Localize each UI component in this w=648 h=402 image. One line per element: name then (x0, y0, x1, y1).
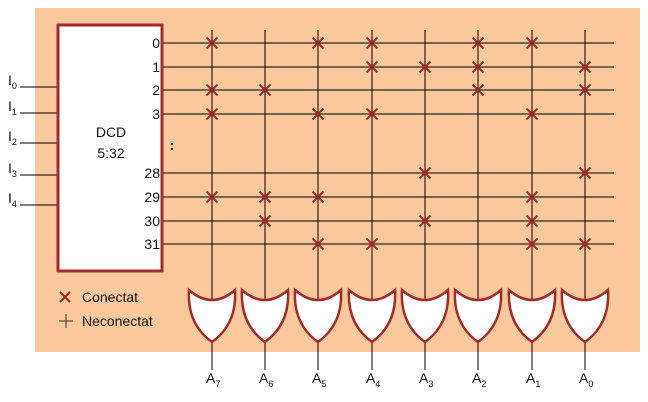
or-gate (293, 287, 343, 344)
connection-cross (418, 214, 432, 228)
connection-cross (311, 190, 325, 204)
or-gates (187, 287, 610, 344)
input-lines (20, 86, 58, 206)
decoder-size: 5:32 (97, 145, 124, 161)
output-labels: A7 A6 A5 A4 A3 A2 A1 A0 (206, 370, 593, 389)
row-label: 29 (144, 189, 160, 205)
or-gate (347, 287, 397, 344)
output-label: A3 (419, 370, 433, 389)
legend-plus-icon (59, 314, 73, 328)
legend-cross-icon (59, 291, 71, 303)
connection-cross (525, 36, 539, 50)
output-label: A4 (366, 370, 380, 389)
connection-cross (418, 60, 432, 74)
connection-cross (258, 214, 272, 228)
connection-cross (205, 83, 219, 97)
row-label: 28 (144, 165, 160, 181)
connection-cross (365, 60, 379, 74)
or-gate (240, 287, 290, 344)
input-label: I1 (8, 98, 17, 117)
output-label: A0 (579, 370, 593, 389)
connection-cross (418, 166, 432, 180)
connection-cross (578, 237, 592, 251)
or-gate (400, 287, 450, 344)
connection-cross (578, 83, 592, 97)
or-gate (507, 287, 557, 344)
row-label: 31 (144, 236, 160, 252)
connection-cross (471, 83, 485, 97)
decoder-name: DCD (96, 124, 126, 140)
connection-cross (365, 237, 379, 251)
connection-cross (365, 107, 379, 121)
output-label: A6 (259, 370, 273, 389)
connection-cross (525, 190, 539, 204)
connection-cross (311, 237, 325, 251)
connection-cross (311, 107, 325, 121)
connection-cross (525, 237, 539, 251)
input-label: I2 (8, 128, 17, 147)
connection-cross (525, 107, 539, 121)
input-label: I4 (8, 190, 17, 209)
connection-marks (205, 36, 592, 251)
legend: Conectat Neconectat (59, 289, 153, 329)
connection-cross (205, 190, 219, 204)
legend-connected-label: Conectat (82, 289, 138, 305)
row-label: 30 (144, 213, 160, 229)
output-label: A2 (472, 370, 486, 389)
connection-cross (205, 107, 219, 121)
connection-cross (578, 60, 592, 74)
connection-cross (258, 190, 272, 204)
or-gate (187, 287, 237, 344)
connection-cross (578, 166, 592, 180)
decoder-box (56, 23, 164, 273)
row-label: 3 (152, 106, 160, 122)
output-label: A5 (312, 370, 326, 389)
connection-cross (365, 36, 379, 50)
row-ellipsis: : (170, 137, 175, 153)
row-label: 1 (152, 59, 160, 75)
output-label: A1 (526, 370, 540, 389)
connection-cross (525, 214, 539, 228)
row-label: 2 (152, 82, 160, 98)
input-label: I0 (8, 72, 17, 91)
connection-cross (471, 60, 485, 74)
or-gate (453, 287, 503, 344)
row-labels: 0 1 2 3:28 29 30 31 (144, 35, 174, 252)
input-label: I3 (8, 160, 17, 179)
connection-cross (311, 36, 325, 50)
output-label: A7 (206, 370, 220, 389)
connection-cross (205, 36, 219, 50)
connection-cross (471, 36, 485, 50)
row-label: 0 (152, 35, 160, 51)
connection-cross (258, 83, 272, 97)
input-labels: I0 I1 I2 I3 I4 (8, 72, 17, 209)
legend-not-connected-label: Neconectat (82, 313, 153, 329)
or-gate (560, 287, 610, 344)
